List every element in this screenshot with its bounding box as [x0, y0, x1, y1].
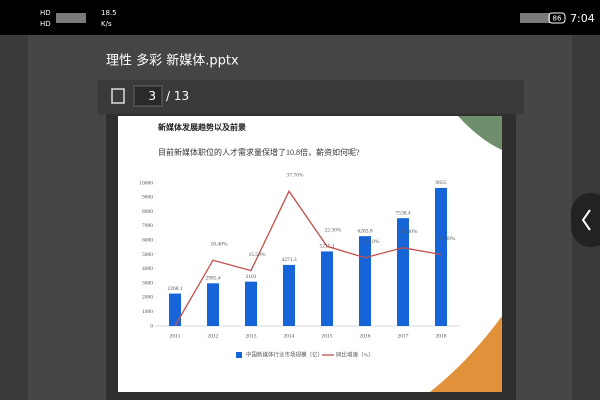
y-tick-label: 1000: [142, 309, 153, 315]
slide-title: 新媒体发展趋势以及前景: [158, 122, 246, 132]
line-label: 19.10%: [363, 239, 380, 245]
y-tick-label: 9000: [142, 195, 153, 201]
decoration: [458, 116, 502, 150]
network-speed: 18.5: [101, 9, 117, 17]
line-label: 21.90%: [401, 229, 418, 235]
sidebar-toggle[interactable]: [111, 88, 125, 104]
bar: [245, 281, 257, 326]
y-tick-label: 7000: [142, 223, 153, 229]
bar-label: 2268.1: [167, 286, 182, 292]
x-tick-label: 2016: [360, 333, 371, 339]
page-input[interactable]: [133, 85, 163, 107]
bar: [283, 264, 295, 326]
page-total: / 13: [166, 89, 189, 103]
y-tick-label: 6000: [142, 237, 153, 243]
line-label: 37.70%: [287, 172, 304, 178]
bar-label: 6283.8: [357, 228, 372, 234]
legend-label: 中国新媒体行业市场规模（亿）: [246, 350, 323, 358]
y-tick-label: 10000: [139, 180, 153, 186]
line-label: 18.40%: [211, 241, 228, 247]
line-label: 20.00%: [439, 236, 456, 242]
bar-label: 2985.4: [205, 276, 220, 282]
bar: [169, 293, 181, 326]
y-tick-label: 5000: [142, 252, 153, 258]
x-tick-label: 2012: [208, 333, 219, 339]
y-tick-label: 8000: [142, 209, 153, 215]
network-speed-unit: K/s: [101, 20, 112, 28]
status-hd: HD: [40, 9, 51, 17]
y-tick-label: 3000: [142, 280, 153, 286]
page-number: 3: [148, 89, 156, 103]
next-button[interactable]: [571, 193, 600, 247]
battery-level: 86: [553, 15, 562, 23]
file-title: 理性 多彩 新媒体.pptx: [106, 53, 239, 69]
bar-label: 3101: [246, 274, 257, 280]
slide-subtitle: 目前新媒体职位的人才需求量保增了10.8倍，薪资如何呢?: [158, 147, 360, 157]
x-tick-label: 2011: [170, 333, 181, 339]
decoration: [430, 316, 502, 392]
y-tick-label: 0: [150, 323, 153, 329]
bar-label: 4271.3: [281, 257, 296, 263]
signal-icons: [56, 13, 86, 23]
chevron: [581, 209, 591, 231]
line-label: 22.30%: [325, 228, 342, 234]
legend-swatch: [236, 352, 242, 358]
x-tick-label: 2017: [398, 333, 409, 339]
bar: [359, 236, 371, 326]
toolbar: [98, 80, 524, 114]
status-icons: [520, 13, 550, 23]
x-tick-label: 2018: [436, 333, 447, 339]
battery: [548, 12, 566, 24]
x-tick-label: 2014: [284, 333, 295, 339]
bar: [207, 283, 219, 326]
status-bar: [0, 0, 600, 35]
bar: [397, 218, 409, 326]
bar-label: 7538.4: [395, 210, 410, 216]
line: [174, 189, 442, 327]
clock: 7:04: [570, 12, 595, 25]
x-tick-label: 2013: [246, 333, 257, 339]
line-label: 15.50%: [249, 252, 266, 258]
status-hd: HD: [40, 20, 51, 28]
x-tick-label: 2015: [322, 333, 333, 339]
bar-label: 9655: [436, 180, 447, 186]
y-tick-label: 4000: [142, 266, 153, 272]
bar: [435, 187, 447, 326]
y-tick-label: 2000: [142, 295, 153, 301]
chart: 0 1000 2000 3000 4000 5000 6000 7000 8000 9000 100…: [139, 172, 460, 358]
bar: [321, 251, 333, 326]
legend-label: 同比增速（%）: [336, 350, 374, 358]
